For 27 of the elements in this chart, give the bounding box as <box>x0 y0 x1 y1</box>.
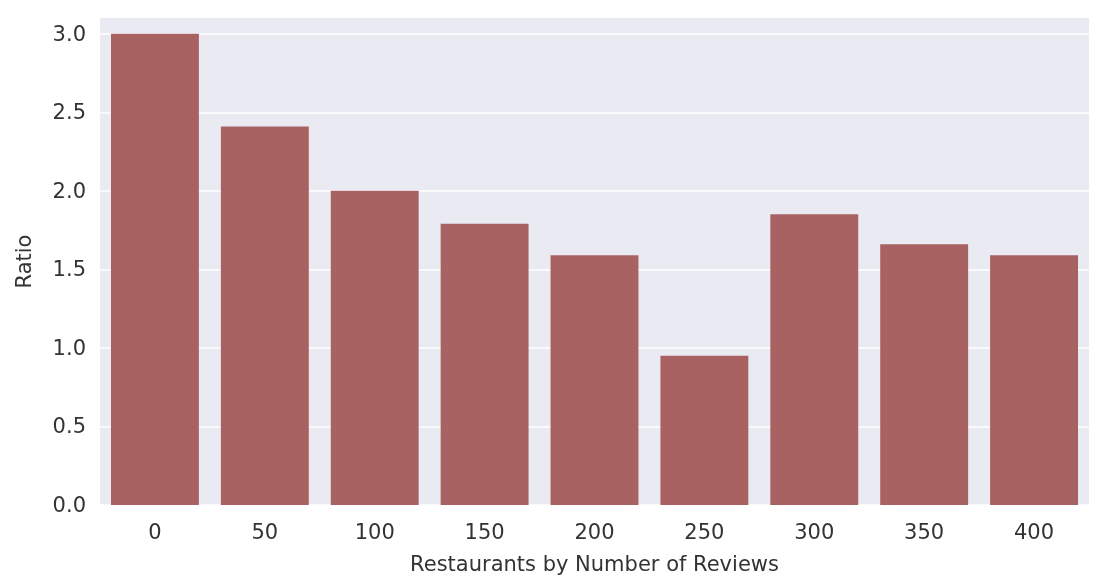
bar <box>880 244 969 505</box>
y-tick-label: 1.0 <box>52 335 86 360</box>
y-tick-label: 0.5 <box>52 414 86 439</box>
x-tick-label: 200 <box>574 519 615 544</box>
x-tick-label: 100 <box>354 519 395 544</box>
bar <box>990 255 1079 505</box>
bar <box>550 255 639 505</box>
y-tick-label: 2.5 <box>52 100 86 125</box>
x-tick-label: 0 <box>148 519 162 544</box>
y-tick-label: 2.0 <box>52 178 86 203</box>
x-tick-label: 400 <box>1014 519 1055 544</box>
bar <box>770 214 859 505</box>
y-tick-label: 1.5 <box>52 257 86 282</box>
bar <box>330 190 419 505</box>
bar <box>220 126 309 505</box>
bar <box>660 355 749 505</box>
x-tick-label: 250 <box>684 519 725 544</box>
y-tick-label: 3.0 <box>52 21 86 46</box>
y-tick-label: 0.0 <box>52 493 86 517</box>
x-axis-title: Restaurants by Number of Reviews <box>410 551 779 576</box>
x-tick-label: 300 <box>794 519 835 544</box>
x-tick-label: 50 <box>251 519 279 544</box>
x-tick-label: 350 <box>904 519 945 544</box>
x-tick-label: 150 <box>464 519 505 544</box>
bar <box>110 33 199 505</box>
y-axis-title: Ratio <box>11 234 36 289</box>
bar <box>440 223 529 505</box>
